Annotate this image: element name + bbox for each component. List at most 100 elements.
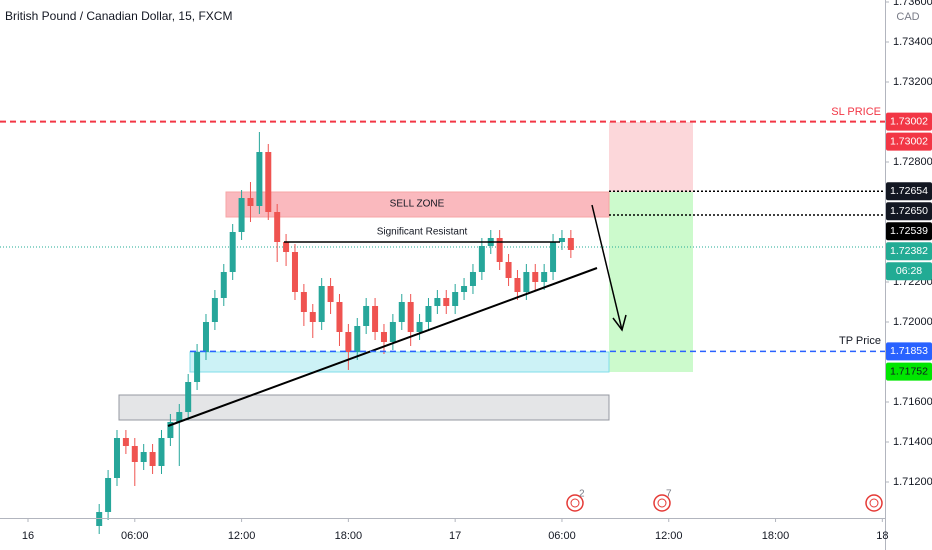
price-badge	[886, 112, 932, 131]
candle-body	[140, 452, 147, 462]
event-icon-inner	[657, 498, 667, 508]
candle-body	[176, 412, 183, 422]
candle-body	[327, 286, 334, 302]
candle-body	[461, 286, 468, 292]
candle-body	[550, 242, 557, 272]
candle-body	[532, 272, 539, 282]
candle-body	[167, 422, 174, 438]
candle-body	[523, 272, 530, 292]
y-tick-label: 1.71200	[893, 476, 932, 488]
price-badge	[886, 222, 932, 241]
x-tick-label: 16	[22, 530, 34, 542]
x-tick-label: 06:00	[548, 530, 576, 542]
candle-body	[105, 478, 112, 512]
candle-body	[478, 246, 485, 272]
resistance-label: Significant Resistant	[377, 227, 468, 238]
y-tick-label: 1.73600	[893, 0, 932, 8]
price-badge	[886, 182, 932, 201]
plot-area: SELL ZONE Significant Resistant	[0, 120, 885, 534]
currency-label: CAD	[896, 11, 919, 23]
candle-body	[185, 382, 192, 412]
candle-body	[283, 242, 290, 252]
take-profit-zone	[609, 192, 693, 372]
candle-body	[247, 198, 254, 206]
price-badge-label: 1.71853	[890, 345, 928, 357]
x-tick-label: 06:00	[121, 530, 149, 542]
candle-body	[541, 272, 548, 282]
y-tick-label: 1.73200	[893, 76, 932, 88]
price-badge-label: 1.72654	[890, 185, 928, 197]
candle-body	[496, 238, 503, 262]
candle-body	[274, 212, 281, 242]
x-tick-label: 18:00	[762, 530, 790, 542]
price-badge	[886, 342, 932, 361]
candle-body	[256, 152, 263, 206]
chart-title: British Pound / Canadian Dollar, 15, FXC…	[5, 9, 232, 23]
price-badge-label: 1.73002	[890, 115, 928, 127]
event-count: 7	[666, 489, 672, 500]
candle-body	[211, 298, 218, 322]
candle-body	[220, 272, 227, 298]
candle-body	[291, 252, 298, 292]
countdown-badge	[886, 262, 932, 281]
price-badge	[886, 362, 932, 381]
countdown-label: 06:28	[896, 265, 922, 277]
event-icon	[653, 494, 671, 512]
candle-body	[398, 302, 405, 322]
y-tick-label: 1.72800	[893, 156, 932, 168]
candle-body	[416, 322, 423, 332]
candle-body	[354, 326, 361, 352]
candle-body	[443, 298, 450, 306]
sell-zone-box	[225, 191, 610, 218]
candle-body	[113, 438, 120, 478]
candle-body	[122, 438, 129, 446]
x-tick-label: 18	[876, 530, 888, 542]
trend-line	[167, 267, 598, 427]
price-badge	[886, 242, 932, 261]
candle-body	[469, 272, 476, 286]
candle-body	[318, 286, 325, 322]
price-badge-label: 1.71752	[890, 365, 928, 377]
arrow-head	[612, 314, 627, 332]
price-badge-label: 1.72539	[890, 225, 928, 237]
candle-body	[158, 438, 165, 466]
x-tick-label: 17	[449, 530, 461, 542]
candle-body	[194, 352, 201, 382]
arrow-shaft	[591, 204, 623, 331]
candle-body	[265, 152, 272, 212]
y-tick-label: 1.71400	[893, 436, 932, 448]
x-tick-label: 12:00	[228, 530, 256, 542]
candle-body	[229, 232, 236, 272]
candle-body	[514, 278, 521, 292]
candle-body	[380, 332, 387, 342]
sl-label: SL PRICE	[831, 106, 881, 118]
x-tick-label: 18:00	[335, 530, 363, 542]
candle-body	[202, 322, 209, 352]
price-badge	[886, 202, 932, 221]
candle-body	[567, 238, 574, 250]
candle-body	[558, 238, 565, 242]
price-badge-label: 1.73002	[890, 135, 928, 147]
x-tick-label: 12:00	[655, 530, 683, 542]
candle-body	[434, 298, 441, 306]
event-icon-inner	[869, 498, 879, 508]
event-icon	[865, 494, 883, 512]
stop-loss-zone	[609, 122, 693, 192]
candle-body	[372, 306, 379, 332]
candle-body	[425, 306, 432, 322]
event-icon-inner	[570, 498, 580, 508]
candle-body	[300, 292, 307, 312]
price-badge	[886, 132, 932, 151]
event-icon	[566, 494, 584, 512]
candle-body	[131, 446, 138, 462]
candle-body	[505, 262, 512, 278]
support-box	[189, 351, 610, 373]
sell-zone-label: SELL ZONE	[390, 199, 445, 210]
price-badge-label: 1.72650	[890, 205, 928, 217]
candle-body	[149, 452, 156, 466]
candle-body	[345, 332, 352, 352]
y-tick-label: 1.71600	[893, 396, 932, 408]
candle-body	[452, 292, 459, 306]
